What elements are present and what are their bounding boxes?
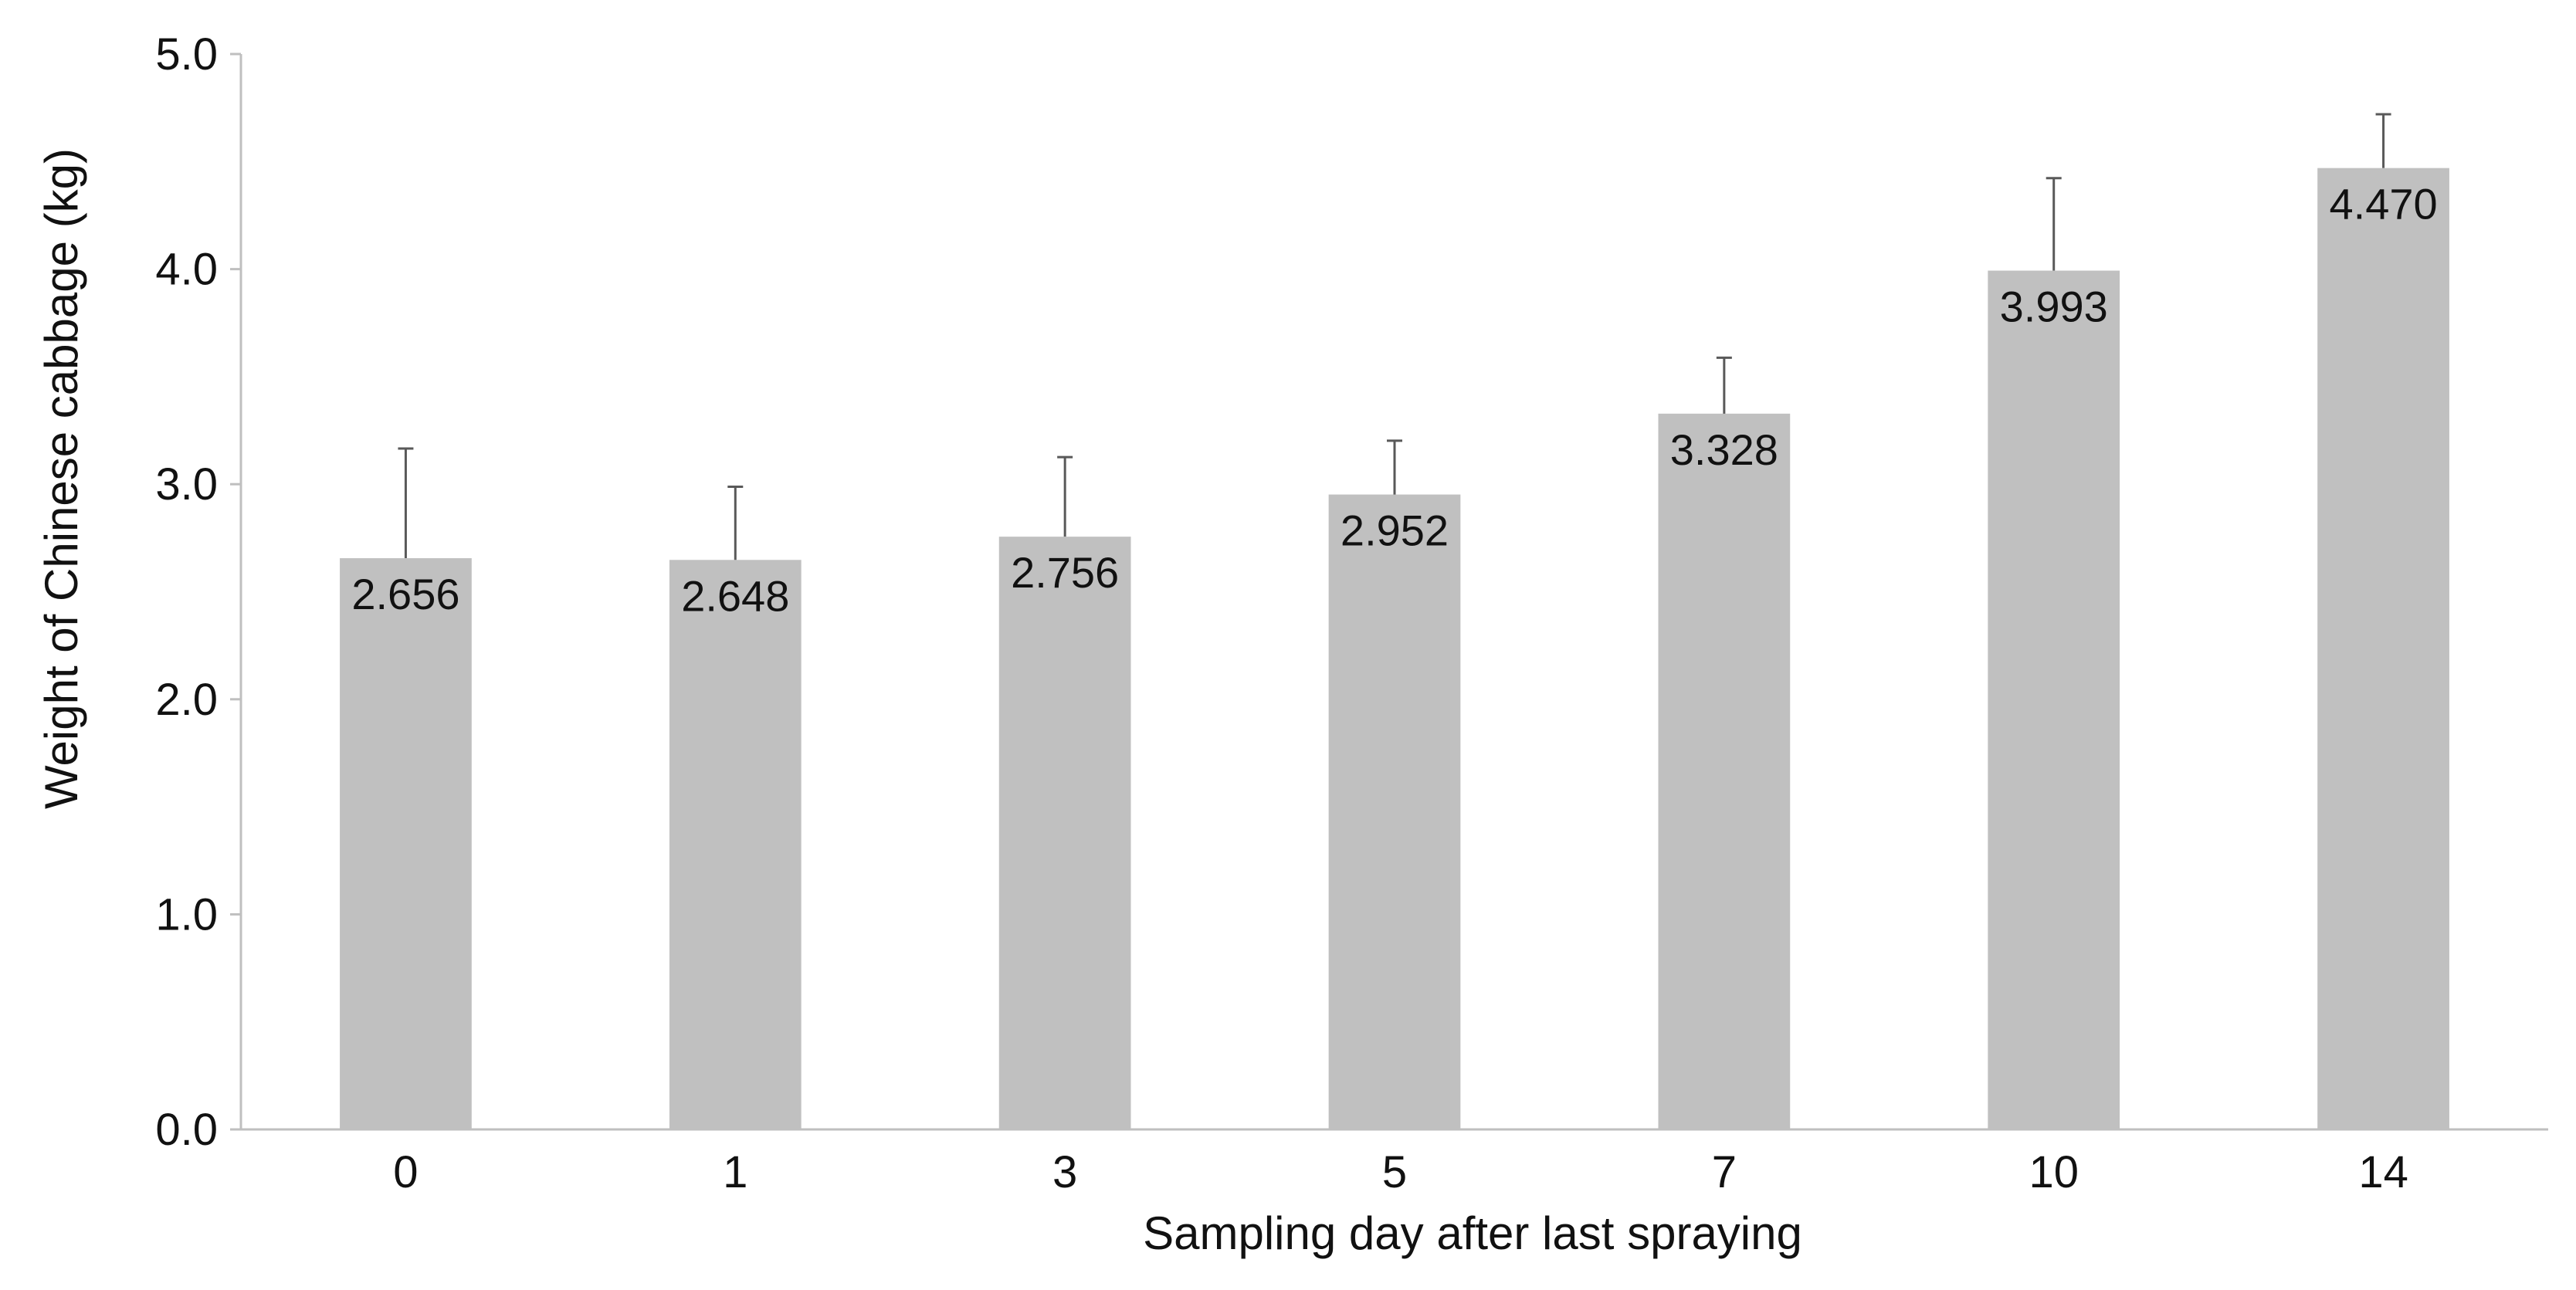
bar — [998, 537, 1131, 1129]
bar — [669, 560, 802, 1129]
x-tick-label: 7 — [1712, 1147, 1737, 1197]
x-axis-title: Sampling day after last spraying — [1143, 1207, 1802, 1259]
bar — [340, 558, 472, 1129]
data-label: 2.656 — [351, 570, 459, 618]
bar — [1658, 413, 1791, 1129]
bar — [1328, 494, 1461, 1129]
y-axis: 0.0 1.0 2.0 3.0 4.0 5.0 — [155, 29, 242, 1155]
bars-group — [340, 168, 2449, 1130]
data-label: 2.648 — [681, 571, 789, 620]
x-tick-label: 3 — [1052, 1147, 1077, 1197]
y-tick-label: 4.0 — [155, 245, 218, 295]
data-labels-group: 2.656 2.648 2.756 2.952 3.328 3.993 4.470 — [351, 180, 2437, 621]
x-tick-label: 5 — [1382, 1147, 1407, 1197]
data-label: 2.756 — [1011, 548, 1119, 597]
data-label: 4.470 — [2330, 180, 2438, 229]
x-tick-label: 10 — [2029, 1147, 2079, 1197]
y-tick-label: 0.0 — [155, 1105, 218, 1155]
y-tick-label: 1.0 — [155, 889, 218, 940]
x-axis: 0 1 3 5 7 10 14 — [241, 1128, 2548, 1197]
y-tick-label: 5.0 — [155, 29, 218, 80]
x-tick-label: 1 — [723, 1147, 747, 1197]
x-tick-label: 0 — [393, 1147, 418, 1197]
data-label: 3.993 — [2000, 283, 2108, 331]
x-tick-label: 14 — [2358, 1147, 2408, 1197]
data-label: 3.328 — [1670, 425, 1778, 474]
bar — [2317, 168, 2449, 1130]
y-tick-label: 2.0 — [155, 675, 218, 725]
error-bars-group — [398, 113, 2391, 560]
data-label: 2.952 — [1341, 506, 1449, 555]
bar — [1988, 270, 2120, 1130]
y-axis-title: Weight of Chinese cabbage (kg) — [36, 148, 87, 809]
y-tick-label: 3.0 — [155, 459, 218, 510]
